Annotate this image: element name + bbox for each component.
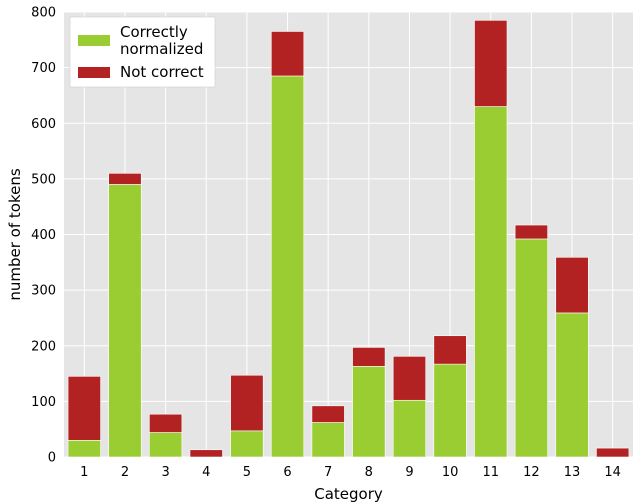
- x-tick-label: 12: [523, 465, 540, 480]
- x-tick-label: 4: [202, 465, 210, 480]
- bar-correct: [149, 432, 183, 458]
- legend-swatch: [78, 67, 110, 78]
- y-tick-label: 700: [31, 61, 56, 76]
- bar-not-correct: [392, 356, 427, 401]
- legend-label: Correctly: [120, 23, 188, 41]
- bar-correct: [474, 106, 508, 458]
- x-tick-label: 3: [161, 465, 169, 480]
- bar-correct: [555, 312, 589, 458]
- y-tick-label: 0: [48, 451, 56, 466]
- bar-not-correct: [270, 31, 305, 77]
- bar-not-correct: [67, 376, 101, 441]
- bars: [67, 20, 630, 458]
- bar-correct: [67, 440, 101, 458]
- bar-not-correct: [474, 20, 508, 107]
- y-axis-label: number of tokens: [6, 168, 24, 300]
- bar-correct: [514, 238, 548, 458]
- bar-correct: [352, 366, 386, 458]
- x-tick-label: 5: [243, 465, 251, 480]
- x-tick-label: 8: [365, 465, 373, 480]
- bar-not-correct: [311, 405, 345, 423]
- bar-not-correct: [108, 173, 142, 185]
- x-axis-label: Category: [314, 485, 383, 503]
- y-tick-label: 200: [31, 339, 56, 354]
- y-tick-label: 500: [31, 172, 56, 187]
- y-tick-label: 300: [31, 284, 56, 299]
- x-tick-label: 7: [324, 465, 332, 480]
- bar-correct: [230, 430, 264, 458]
- legend-swatch: [78, 35, 110, 46]
- x-tick-label: 1: [80, 465, 88, 480]
- x-tick-label: 9: [405, 465, 413, 480]
- x-tick-label: 2: [121, 465, 129, 480]
- x-tick-label: 13: [564, 465, 581, 480]
- bar-not-correct: [555, 257, 589, 314]
- x-tick-label: 11: [482, 465, 499, 480]
- legend-label: normalized: [120, 40, 203, 58]
- bar-not-correct: [514, 224, 548, 240]
- y-tick-label: 100: [31, 395, 56, 410]
- bar-correct: [392, 399, 427, 458]
- bar-not-correct: [230, 374, 264, 432]
- x-tick-label: 14: [604, 465, 621, 480]
- bar-correct: [433, 363, 467, 458]
- x-tick-label: 6: [283, 465, 291, 480]
- bar-not-correct: [189, 449, 223, 458]
- bar-not-correct: [433, 335, 467, 365]
- y-tick-label: 600: [31, 117, 56, 132]
- y-tick-label: 800: [31, 6, 56, 21]
- x-tick-label: 10: [442, 465, 459, 480]
- legend-label: Not correct: [120, 63, 204, 81]
- bar-correct: [311, 422, 345, 458]
- x-axis-ticks: 1 2 3 4 5 6 7 8 9 10 11 12 13 14: [80, 465, 621, 480]
- bar-not-correct: [596, 447, 630, 458]
- bar-not-correct: [149, 413, 183, 433]
- y-axis-ticks: 0 100 200 300 400 500 600 700 800: [31, 6, 56, 466]
- bar-correct: [108, 184, 142, 458]
- bar-correct: [270, 75, 305, 458]
- y-tick-label: 400: [31, 228, 56, 243]
- bar-not-correct: [352, 347, 386, 367]
